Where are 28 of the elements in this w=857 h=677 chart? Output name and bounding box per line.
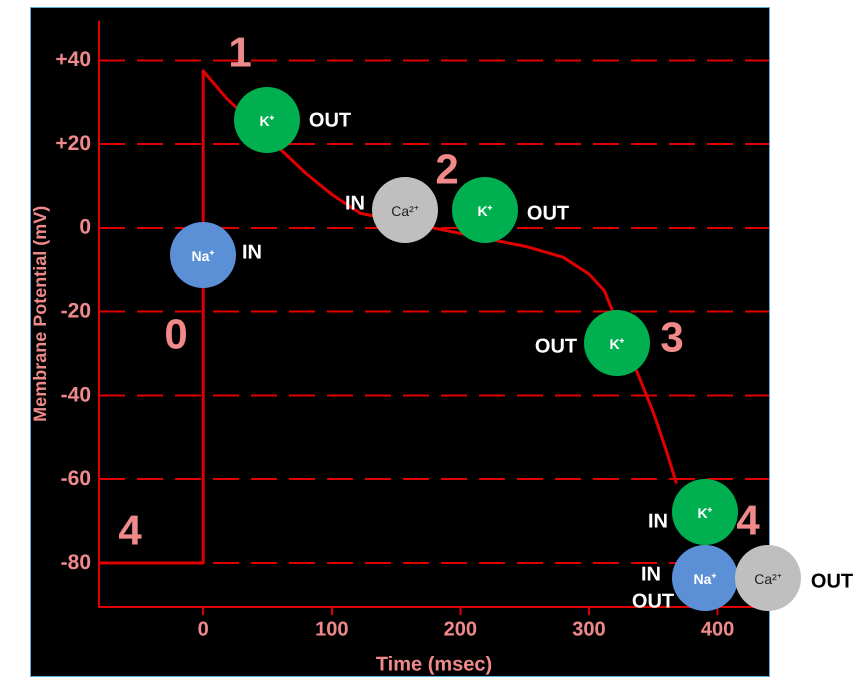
y-tick-label: -80 (60, 550, 91, 574)
annotation: OUT (526, 202, 570, 226)
y-tick-label: 0 (79, 216, 91, 239)
y-tick-label: +20 (55, 132, 91, 155)
annotation: 4 (118, 506, 142, 554)
x-tick-label: 100 (315, 618, 348, 641)
annotation: IN (345, 192, 365, 216)
circle-icon: Ca²⁺ (735, 545, 801, 611)
y-tick-label: -20 (60, 300, 91, 323)
annotation: IN (242, 242, 262, 264)
y-tick-label: -60 (60, 467, 91, 490)
x-axis-title: Time (msec) (376, 654, 492, 676)
x-tick-label: 300 (572, 618, 606, 641)
x-tick-label: 400 (700, 618, 734, 641)
x-tick-label: 0 (198, 618, 209, 641)
annotation: OUT (308, 110, 352, 132)
annotation: IN (648, 510, 668, 534)
y-tick-label: -40 (60, 383, 91, 406)
annotation: 3 (660, 314, 684, 361)
annotation: 0 (164, 310, 188, 358)
annotation: OUT (534, 336, 578, 358)
text: OUT (810, 570, 854, 594)
y-tick-label: +40 (55, 48, 91, 72)
annotation: 4 (736, 496, 760, 544)
annotation: IN (641, 564, 661, 586)
x-tick-label: 200 (444, 618, 478, 641)
annotation: 1 (228, 28, 252, 76)
y-axis-title: Membrane Potential (mV) (30, 206, 50, 422)
